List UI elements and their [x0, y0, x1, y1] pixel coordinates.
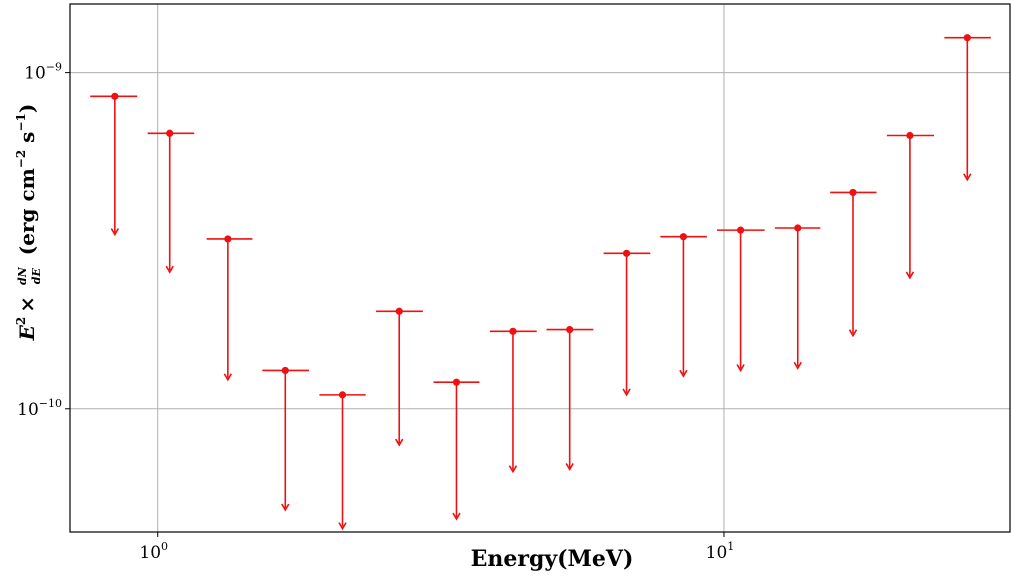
data-point-marker: [736, 226, 745, 234]
upper-limit-point: [433, 378, 480, 521]
upper-limit-point: [319, 391, 366, 531]
plot-frame: [69, 3, 1011, 533]
x-axis-title: Energy(MeV): [471, 546, 634, 572]
upper-limit-arrow-head: [110, 228, 120, 237]
upper-limit-arrow-head: [395, 438, 404, 447]
data-point-marker: [566, 326, 574, 334]
upper-limit-arrow-head: [622, 388, 631, 397]
upper-limit-point: [262, 366, 309, 512]
data-point-marker: [166, 129, 174, 137]
upper-limit-arrow-head: [338, 522, 347, 531]
data-point-marker: [622, 249, 631, 257]
upper-limit-point: [774, 224, 821, 370]
upper-limit-point: [147, 129, 195, 274]
data-point-marker: [849, 188, 857, 197]
upper-limit-arrow-head: [793, 361, 802, 370]
data-point-marker: [906, 131, 914, 140]
ylabel-units-exp1: −2: [14, 150, 28, 168]
axis-ticks: 100 101 10−10 10−9: [17, 61, 734, 563]
upper-limit-point: [603, 249, 651, 397]
upper-limit-arrow-head: [508, 465, 518, 474]
data-point-marker: [395, 307, 403, 315]
data-point-marker: [281, 366, 289, 375]
upper-limit-point: [376, 307, 423, 447]
upper-limit-arrow-head: [281, 503, 290, 512]
x-tick-label: 101: [706, 540, 735, 563]
data-point-marker: [794, 224, 802, 232]
upper-limit-point: [716, 226, 765, 373]
ylabel-sq: 2: [14, 317, 28, 325]
upper-limit-point: [489, 327, 537, 474]
y-tick-label: 10−10: [17, 397, 62, 420]
data-point-marker: [963, 34, 971, 42]
upper-limit-arrow-head: [679, 369, 688, 378]
upper-limit-arrow-head: [452, 512, 461, 521]
grid: [70, 4, 1010, 532]
upper-limit-arrow-head: [223, 373, 233, 382]
data-point-marker: [452, 378, 461, 386]
data-point-marker: [111, 92, 119, 100]
ylabel-frac-num: dN: [16, 266, 29, 285]
ylabel-units-open: (erg cm: [15, 168, 39, 255]
ylabel-e: E: [15, 324, 39, 341]
upper-limit-point: [830, 188, 877, 338]
upper-limit-point: [660, 233, 707, 378]
upper-limit-point: [206, 235, 253, 382]
svg-text:E2× dNdE (erg cm−2 s−1): E2 × dNdE (erg cm−2 s−1): [14, 104, 43, 342]
upper-limit-point: [886, 131, 935, 280]
upper-limit-point: [90, 92, 138, 237]
upper-limit-arrow-head: [165, 265, 174, 274]
data-point-marker: [679, 233, 688, 241]
ylabel-units-close: ): [15, 104, 39, 113]
upper-limit-point: [546, 326, 594, 472]
y-axis-title: E2 × dNdE (erg cm−2 s−1): [14, 104, 43, 342]
upper-limit-arrow-head: [565, 463, 574, 472]
y-tick-label: 10−9: [24, 61, 62, 84]
upper-limit-arrow-head: [905, 271, 915, 280]
ylabel-units-exp2: −1: [14, 113, 28, 131]
ylabel-frac-den: dE: [30, 268, 43, 285]
data-point-marker: [509, 327, 517, 335]
upper-limit-point: [944, 34, 991, 182]
ylabel-units-mid: s: [15, 132, 39, 150]
data-point-marker: [224, 235, 232, 243]
data-point-marker: [338, 391, 347, 399]
ylabel-times: ×: [15, 296, 39, 313]
upper-limit-arrow-head: [963, 173, 972, 182]
x-tick-label: 100: [139, 540, 168, 563]
data-series: [90, 34, 991, 531]
upper-limit-arrow-head: [736, 364, 745, 373]
upper-limit-arrow-head: [848, 329, 858, 338]
